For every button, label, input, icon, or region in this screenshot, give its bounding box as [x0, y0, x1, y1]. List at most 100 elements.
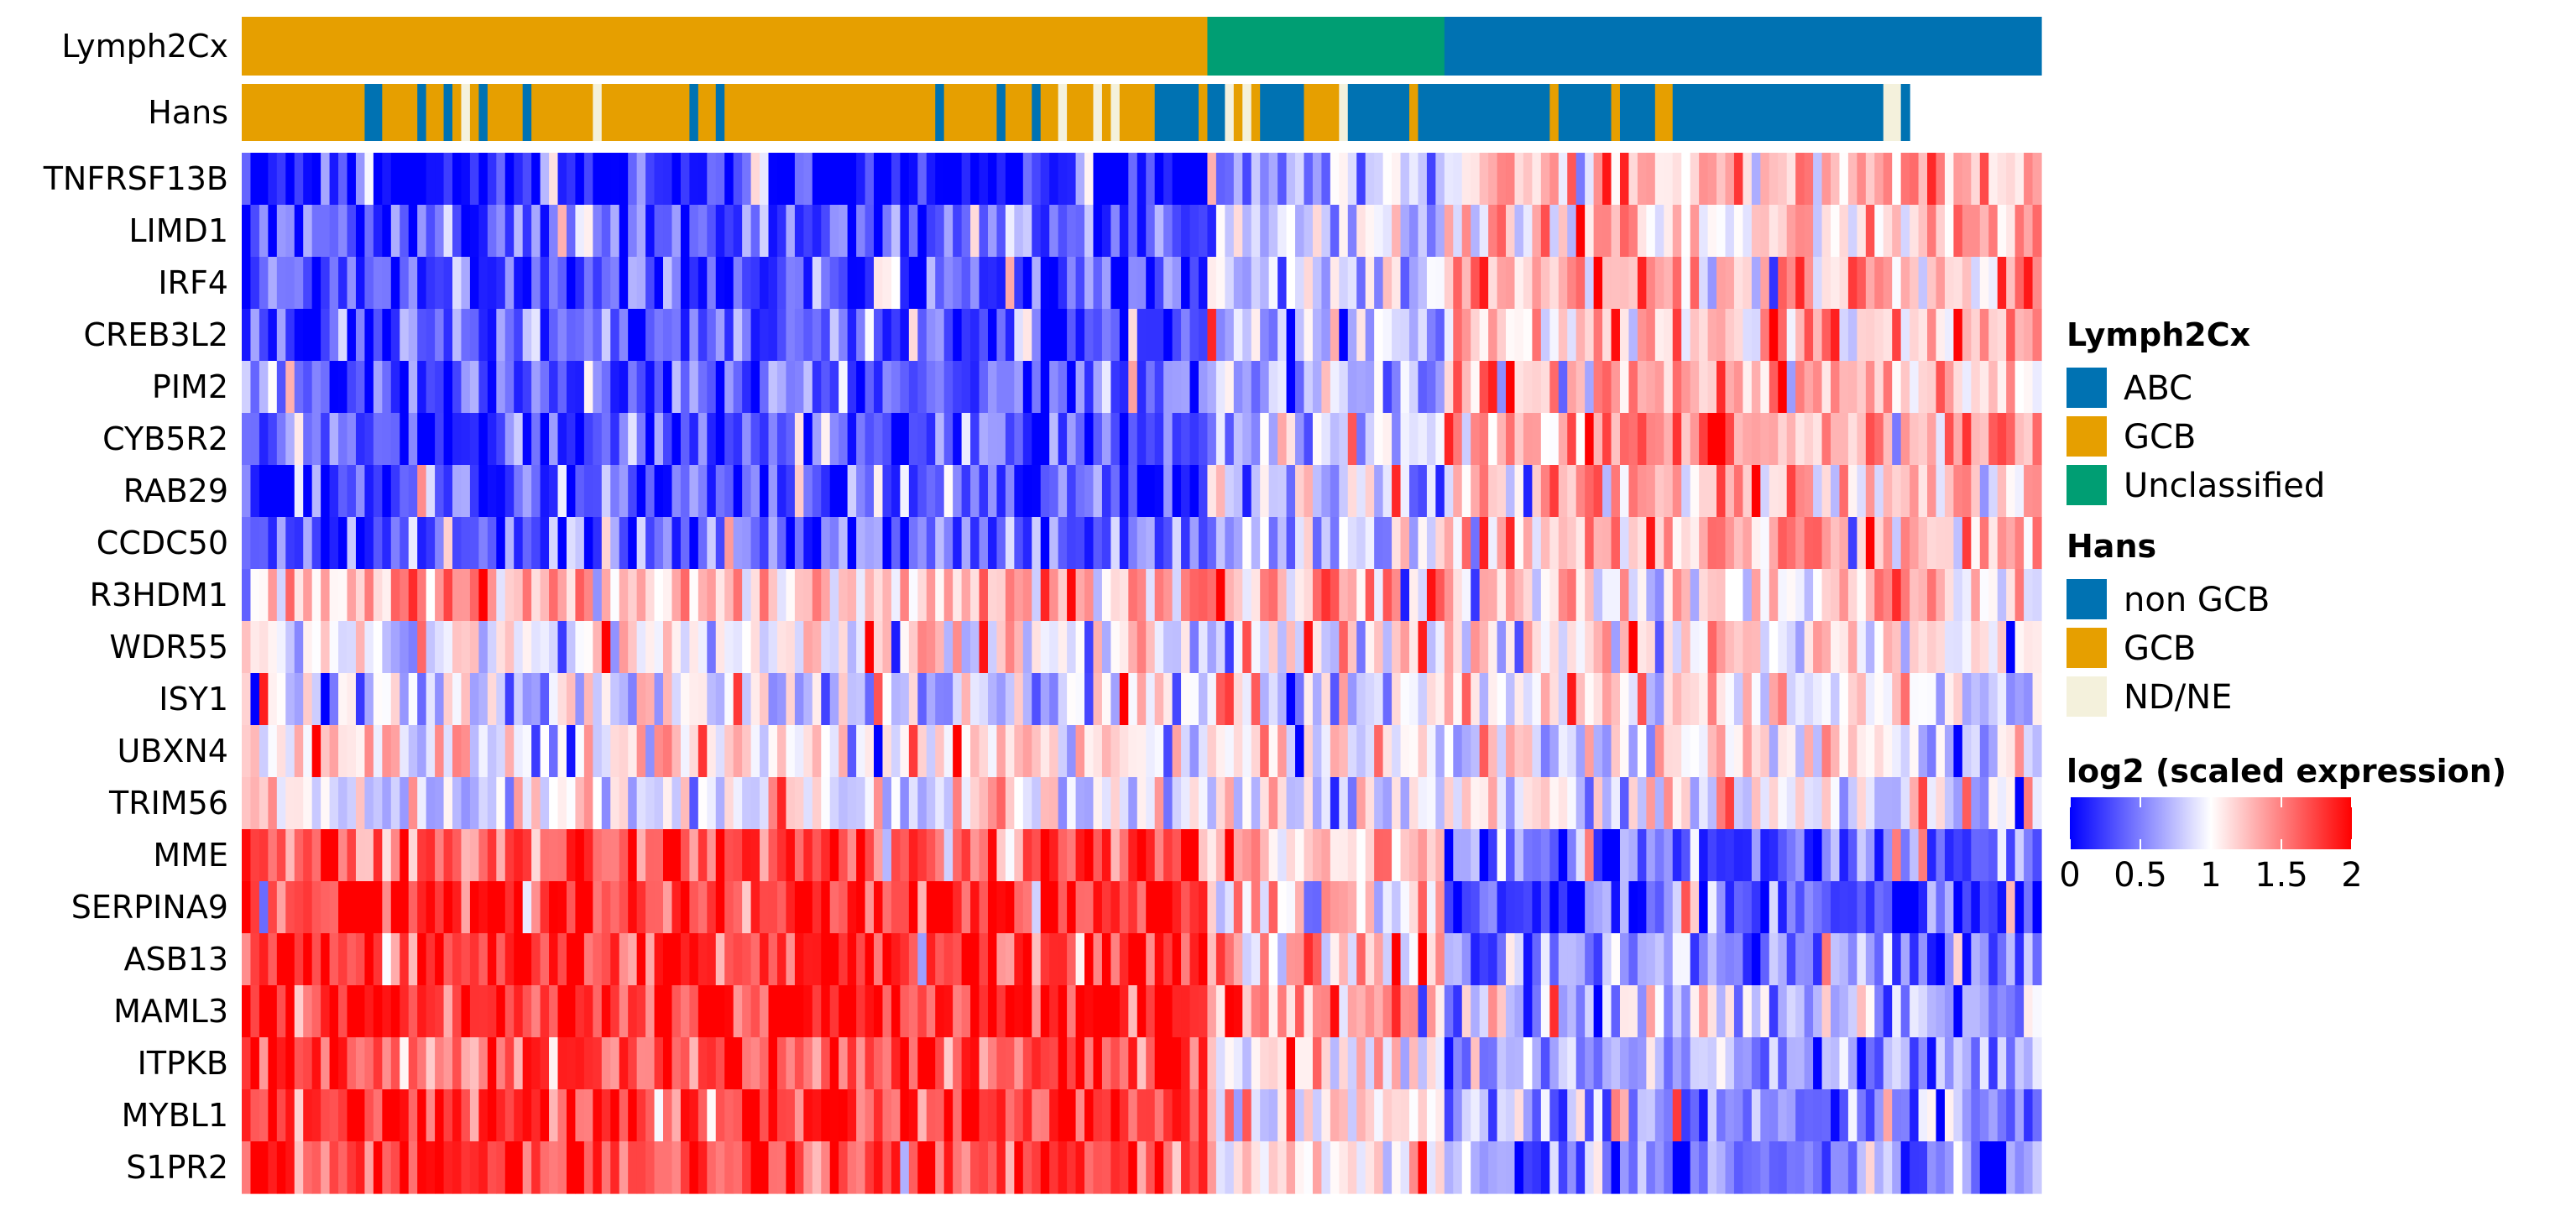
heatmap-cell	[1936, 309, 1946, 362]
heatmap-cell	[1278, 777, 1288, 830]
heatmap-cell	[917, 361, 927, 414]
heatmap-cell	[1936, 621, 1946, 674]
heatmap-cell	[724, 465, 734, 518]
heatmap-cell	[522, 257, 532, 310]
heatmap-cell	[1418, 361, 1428, 414]
heatmap-cell	[382, 153, 392, 206]
heatmap-cell	[1892, 933, 1902, 986]
heatmap-cell	[1681, 881, 1691, 934]
heatmap-cell	[557, 933, 567, 986]
heatmap-cell	[1400, 673, 1410, 726]
heatmap-cell	[285, 517, 295, 570]
heatmap-cell	[1321, 205, 1331, 258]
heatmap-cell	[1769, 829, 1779, 882]
heatmap-cell	[953, 465, 963, 518]
heatmap-cell	[478, 725, 489, 778]
heatmap-cell	[1330, 257, 1340, 310]
heatmap-cell	[461, 361, 471, 414]
heatmap-cell	[504, 933, 515, 986]
heatmap-cell	[1619, 725, 1630, 778]
heatmap-cell	[1831, 205, 1841, 258]
heatmap-cell	[917, 1141, 927, 1194]
heatmap-cell	[1865, 673, 1875, 726]
track-hans-segment-nd-ne	[1339, 84, 1349, 141]
heatmap-cell	[1971, 1089, 1981, 1142]
heatmap-cell	[1163, 725, 1173, 778]
heatmap-cell	[1172, 673, 1182, 726]
heatmap-cell	[355, 257, 366, 310]
heatmap-cell	[1251, 569, 1261, 622]
heatmap-cell	[671, 829, 682, 882]
heatmap-cell	[1172, 517, 1182, 570]
heatmap-cell	[970, 153, 980, 206]
heatmap-cell	[1699, 985, 1709, 1038]
heatmap-cell	[663, 153, 673, 206]
heatmap-cell	[1910, 205, 1920, 258]
heatmap-cell	[1321, 673, 1331, 726]
heatmap-cell	[1628, 881, 1638, 934]
heatmap-cell	[610, 1089, 620, 1142]
heatmap-cell	[1444, 517, 1454, 570]
heatmap-cell	[487, 621, 497, 674]
heatmap-cell	[1743, 257, 1753, 310]
heatmap-cell	[1207, 881, 1217, 934]
heatmap-cell	[400, 153, 410, 206]
heatmap-cell	[1831, 517, 1841, 570]
heatmap-cell	[628, 777, 638, 830]
heatmap-cell	[1154, 569, 1164, 622]
heatmap-cell	[908, 465, 918, 518]
heatmap-cell	[1119, 517, 1129, 570]
heatmap-cell	[1567, 1037, 1577, 1090]
heatmap-cell	[1821, 1037, 1831, 1090]
heatmap-cell	[742, 257, 752, 310]
heatmap-cell	[321, 1089, 331, 1142]
heatmap-cell	[1444, 309, 1454, 362]
track-hans-segment-nd-ne	[593, 84, 603, 141]
heatmap-cell	[663, 1141, 673, 1194]
heatmap-cell	[926, 1037, 936, 1090]
heatmap-cell	[1857, 309, 1867, 362]
heatmap-cell	[1330, 309, 1340, 362]
heatmap-cell	[715, 985, 725, 1038]
heatmap-row-trim56	[242, 777, 2042, 830]
heatmap-cell	[1707, 673, 1717, 726]
heatmap-cell	[1540, 829, 1550, 882]
heatmap-cell	[1971, 829, 1981, 882]
heatmap-cell	[1628, 257, 1638, 310]
heatmap-cell	[1444, 777, 1454, 830]
heatmap-cell	[276, 153, 286, 206]
heatmap-cell	[654, 517, 664, 570]
heatmap-cell	[1874, 569, 1884, 622]
heatmap-cell	[1426, 413, 1436, 466]
heatmap-cell	[1549, 829, 1560, 882]
heatmap-cell	[707, 985, 717, 1038]
legend-swatch-hans-nd-ne	[2067, 676, 2107, 717]
heatmap-cell	[1435, 205, 1445, 258]
heatmap-cell	[1699, 361, 1709, 414]
heatmap-cell	[1444, 673, 1454, 726]
heatmap-cell	[1760, 1089, 1770, 1142]
heatmap-cell	[1690, 933, 1700, 986]
heatmap-cell	[1874, 933, 1884, 986]
heatmap-cell	[1110, 985, 1121, 1038]
heatmap-cell	[1172, 309, 1182, 362]
heatmap-cell	[1918, 725, 1928, 778]
heatmap-cell	[900, 777, 910, 830]
heatmap-cell	[1619, 1037, 1630, 1090]
heatmap-cell	[882, 881, 892, 934]
heatmap-cell	[1821, 621, 1831, 674]
heatmap-cell	[698, 985, 708, 1038]
heatmap-cell	[1304, 309, 1314, 362]
heatmap-cell	[1453, 725, 1463, 778]
heatmap-cell	[1506, 725, 1516, 778]
heatmap-cell	[794, 673, 804, 726]
heatmap-cell	[847, 673, 857, 726]
heatmap-cell	[347, 933, 357, 986]
heatmap-cell	[1198, 1037, 1209, 1090]
heatmap-cell	[1619, 1089, 1630, 1142]
heatmap-cell	[733, 725, 743, 778]
heatmap-cell	[953, 777, 963, 830]
heatmap-cell	[1795, 985, 1805, 1038]
heatmap-cell	[2024, 465, 2034, 518]
heatmap-cell	[355, 569, 366, 622]
